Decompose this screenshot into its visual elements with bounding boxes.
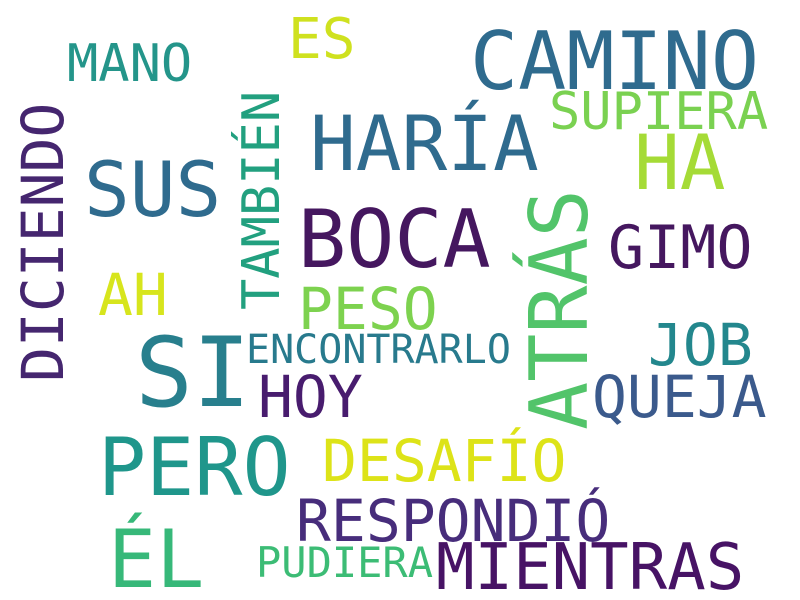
word-mano: MANO — [67, 34, 193, 94]
word-sus: SUS — [84, 145, 222, 234]
word-peso: PESO — [298, 275, 438, 343]
word-queja: QUEJA — [592, 363, 767, 431]
word-pero: PERO — [98, 421, 291, 514]
word-ah: AH — [98, 261, 168, 329]
word-es: ES — [288, 7, 356, 72]
word-el: ÉL — [108, 513, 205, 600]
word-haria: HARÍA — [310, 99, 539, 188]
word-pudiera: PUDIERA — [256, 538, 434, 587]
word-encontrarlo: ENCONTRARLO — [246, 327, 511, 373]
word-job: JOB — [648, 311, 753, 379]
word-desafio: DESAFÍO — [322, 427, 567, 495]
word-hoy: HOY — [258, 363, 363, 431]
word-ha: HA — [634, 118, 726, 207]
word-boca: BOCA — [298, 193, 491, 286]
word-atras: ATRÁS — [513, 189, 606, 430]
word-si: SI — [135, 317, 251, 429]
word-tambien: TAMBIÉN — [232, 90, 292, 310]
word-gimo: GIMO — [608, 213, 753, 283]
word-mientras: MIENTRAS — [436, 531, 745, 600]
word-respondio: RESPONDIÓ — [296, 487, 611, 555]
word-camino: CAMINO — [470, 15, 759, 108]
word-diciendo: DICIENDO — [9, 102, 77, 382]
word-supiera: SUPIERA — [549, 82, 769, 142]
